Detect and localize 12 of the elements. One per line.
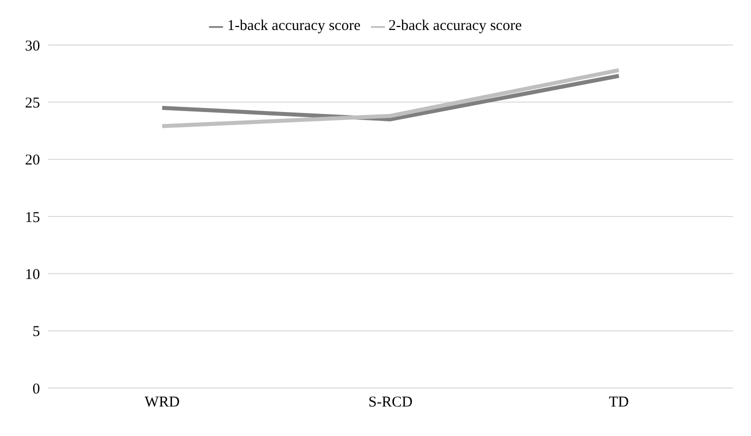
x-tick-label: WRD [144,394,180,411]
y-tick-label: 25 [25,95,40,112]
legend-label: 1-back accuracy score [227,18,360,34]
y-tick-label: 5 [32,324,40,340]
y-tick-label: 0 [32,381,40,398]
y-tick-label: 10 [25,266,40,283]
y-tick-label: 30 [25,38,40,54]
y-tick-label: 20 [25,152,40,169]
x-tick-label: S-RCD [368,394,413,411]
y-tick-label: 15 [25,210,40,226]
x-tick-label: TD [608,394,629,411]
legend-label: 2-back accuracy score [388,18,522,34]
